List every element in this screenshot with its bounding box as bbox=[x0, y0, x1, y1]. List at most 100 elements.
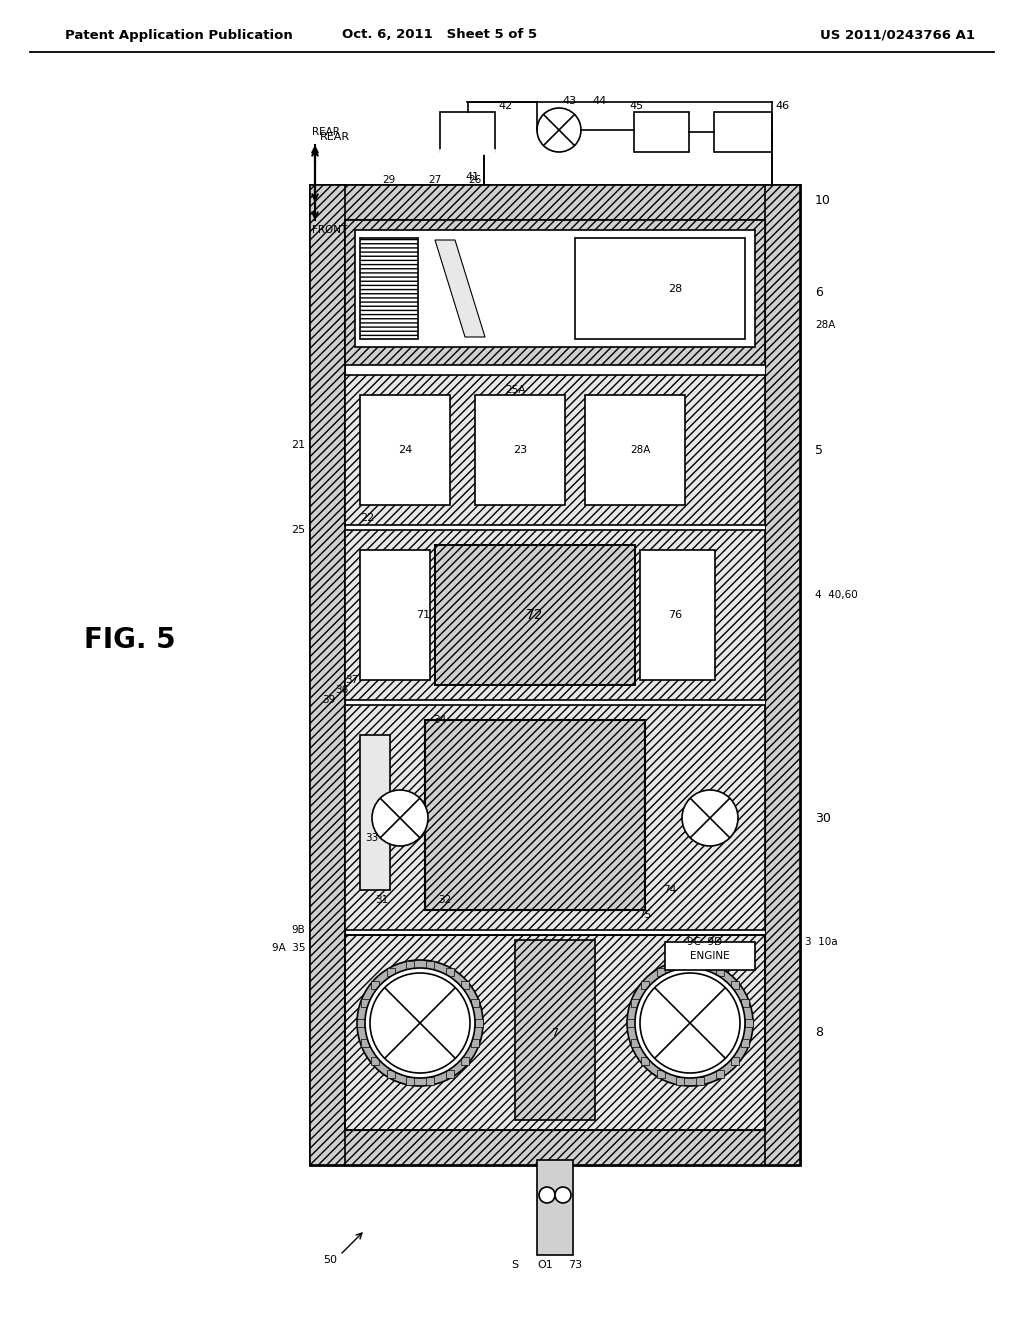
Bar bbox=[440, 150, 495, 154]
Text: US 2011/0243766 A1: US 2011/0243766 A1 bbox=[820, 29, 975, 41]
Bar bbox=[461, 1057, 469, 1065]
Text: 31: 31 bbox=[375, 895, 388, 906]
Bar bbox=[357, 1019, 365, 1027]
Bar bbox=[634, 112, 689, 152]
Bar bbox=[461, 981, 469, 989]
Text: 75: 75 bbox=[638, 909, 651, 920]
Bar bbox=[665, 942, 755, 970]
Text: 3  10a: 3 10a bbox=[805, 937, 838, 946]
Bar bbox=[435, 545, 635, 685]
Text: 42: 42 bbox=[498, 102, 512, 111]
Text: ENGINE: ENGINE bbox=[690, 950, 730, 961]
Bar bbox=[627, 1019, 635, 1027]
Bar bbox=[714, 112, 772, 152]
Circle shape bbox=[357, 960, 483, 1086]
Bar bbox=[310, 185, 345, 1166]
Bar bbox=[471, 999, 479, 1007]
Bar bbox=[360, 735, 390, 890]
Text: Patent Application Publication: Patent Application Publication bbox=[65, 29, 293, 41]
Bar bbox=[696, 1077, 705, 1085]
Bar bbox=[641, 981, 649, 989]
Bar bbox=[676, 1077, 684, 1085]
Bar bbox=[745, 1019, 753, 1027]
Bar bbox=[445, 1071, 454, 1078]
Bar bbox=[345, 220, 765, 1130]
Text: 10: 10 bbox=[815, 194, 830, 206]
Text: 30: 30 bbox=[815, 812, 830, 825]
Bar bbox=[575, 238, 745, 339]
Circle shape bbox=[537, 108, 581, 152]
Bar bbox=[371, 1057, 379, 1065]
Bar bbox=[371, 981, 379, 989]
Text: FRONT: FRONT bbox=[312, 224, 347, 235]
Text: 41: 41 bbox=[465, 172, 479, 182]
Circle shape bbox=[370, 973, 470, 1073]
Bar bbox=[345, 220, 765, 366]
Text: O1: O1 bbox=[538, 1261, 553, 1270]
Bar bbox=[445, 968, 454, 975]
Bar bbox=[585, 395, 685, 506]
Bar bbox=[345, 705, 765, 931]
Bar bbox=[310, 185, 800, 220]
Bar bbox=[716, 1071, 724, 1078]
Bar bbox=[386, 1071, 394, 1078]
Bar bbox=[641, 1057, 649, 1065]
Bar bbox=[406, 961, 414, 969]
Text: 76: 76 bbox=[668, 610, 682, 620]
Bar bbox=[471, 1039, 479, 1047]
Text: FIG. 5: FIG. 5 bbox=[84, 626, 176, 653]
Text: 25: 25 bbox=[291, 525, 305, 535]
Circle shape bbox=[365, 968, 475, 1078]
Text: 9A  35: 9A 35 bbox=[271, 942, 305, 953]
Text: 28: 28 bbox=[668, 284, 682, 294]
Circle shape bbox=[372, 789, 428, 846]
Text: REAR: REAR bbox=[319, 132, 350, 143]
Bar bbox=[475, 395, 565, 506]
Circle shape bbox=[627, 960, 753, 1086]
Text: 46: 46 bbox=[775, 102, 790, 111]
Bar bbox=[515, 940, 595, 1119]
Text: 28A: 28A bbox=[815, 319, 836, 330]
Text: 4  40,60: 4 40,60 bbox=[815, 590, 858, 601]
Text: 9B: 9B bbox=[291, 925, 305, 935]
Bar bbox=[537, 1160, 573, 1255]
Bar bbox=[360, 999, 369, 1007]
Bar bbox=[426, 961, 434, 969]
Bar bbox=[696, 961, 705, 969]
Polygon shape bbox=[435, 240, 485, 337]
Bar bbox=[360, 550, 430, 680]
Bar bbox=[310, 1130, 800, 1166]
Bar bbox=[656, 968, 665, 975]
Text: 72: 72 bbox=[526, 609, 544, 622]
Text: S: S bbox=[511, 1261, 518, 1270]
Circle shape bbox=[640, 973, 740, 1073]
Text: 9C  9D: 9C 9D bbox=[687, 937, 723, 946]
Text: 71: 71 bbox=[416, 610, 430, 620]
Text: 7: 7 bbox=[552, 1028, 558, 1038]
Text: 43: 43 bbox=[562, 96, 577, 106]
Text: 25A: 25A bbox=[505, 385, 525, 395]
Circle shape bbox=[635, 968, 745, 1078]
Bar bbox=[345, 935, 765, 1130]
Bar bbox=[386, 968, 394, 975]
Text: 34: 34 bbox=[433, 715, 446, 725]
Bar bbox=[360, 395, 450, 506]
Text: REAR: REAR bbox=[312, 127, 340, 137]
Text: 33: 33 bbox=[365, 833, 378, 843]
Bar bbox=[310, 185, 800, 1166]
Bar bbox=[731, 1057, 739, 1065]
Text: 23: 23 bbox=[513, 445, 527, 455]
Text: 39: 39 bbox=[322, 696, 335, 705]
Bar bbox=[345, 375, 765, 525]
Bar bbox=[731, 981, 739, 989]
Bar bbox=[360, 238, 418, 339]
Text: 5: 5 bbox=[815, 444, 823, 457]
Bar bbox=[426, 1077, 434, 1085]
Text: 21: 21 bbox=[291, 440, 305, 450]
Bar bbox=[741, 1039, 750, 1047]
Bar bbox=[345, 935, 765, 1130]
Text: 6: 6 bbox=[815, 286, 823, 300]
Bar bbox=[676, 961, 684, 969]
Text: 73: 73 bbox=[568, 1261, 582, 1270]
Text: 50: 50 bbox=[323, 1255, 337, 1265]
